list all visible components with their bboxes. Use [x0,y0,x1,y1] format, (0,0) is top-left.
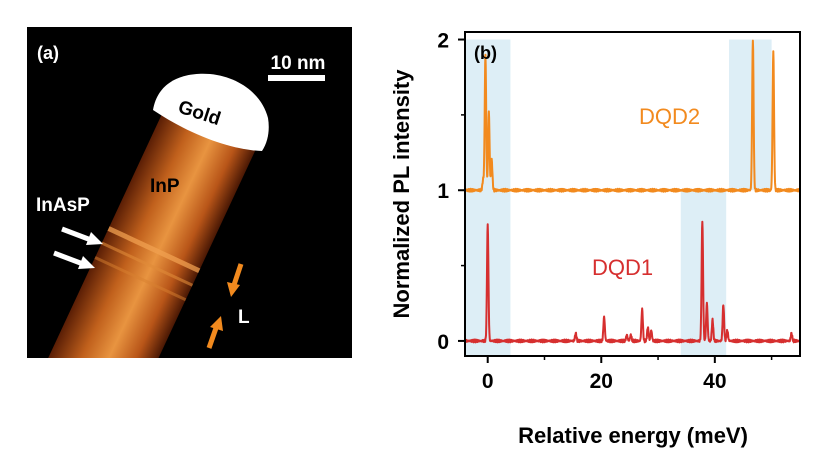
series-lines [464,39,801,344]
panel-a-label: (a) [37,43,59,63]
axis-ticks: 0 20 40 0 1 2 [437,30,773,393]
series-line-dqd1 [464,220,801,344]
panel-b-label: (b) [474,43,497,63]
highlight-band-3 [729,39,772,191]
series-line-dqd2 [464,39,801,193]
plot-frame [464,31,801,357]
y-tick-label: 0 [437,331,449,354]
inp-label: InP [150,176,180,197]
white-arrow-2 [53,250,95,269]
l-label: L [238,307,250,328]
series-label-dqd2: DQD2 [639,104,700,129]
x-tick-label: 40 [703,370,726,393]
y-tick-label: 1 [437,180,449,203]
x-tick-label: 0 [482,370,494,393]
y-tick-label: 2 [437,30,449,53]
orange-arrow-down [227,263,244,297]
nanowire [32,102,259,358]
scale-bar [268,75,325,81]
scale-bar-label: 10 nm [271,53,326,74]
white-arrow-1 [61,226,103,245]
orange-arrow-up [206,316,223,349]
highlight-bands [465,39,772,357]
y-axis-label: Normalized PL intensity [389,69,414,319]
highlight-band-1 [465,39,511,357]
spectrum-chart: 0 20 40 0 1 2 (b) DQD2 DQD1 Relative energy (… [389,30,801,448]
x-axis-label: Relative energy (meV) [518,423,748,448]
gold-droplet [153,73,269,151]
inasp-label: InAsP [36,195,90,216]
x-tick-label: 20 [590,370,613,393]
series-label-dqd1: DQD1 [592,255,653,280]
micrograph-panel: (a) 10 nm Gold InP InAsP L [27,27,352,358]
